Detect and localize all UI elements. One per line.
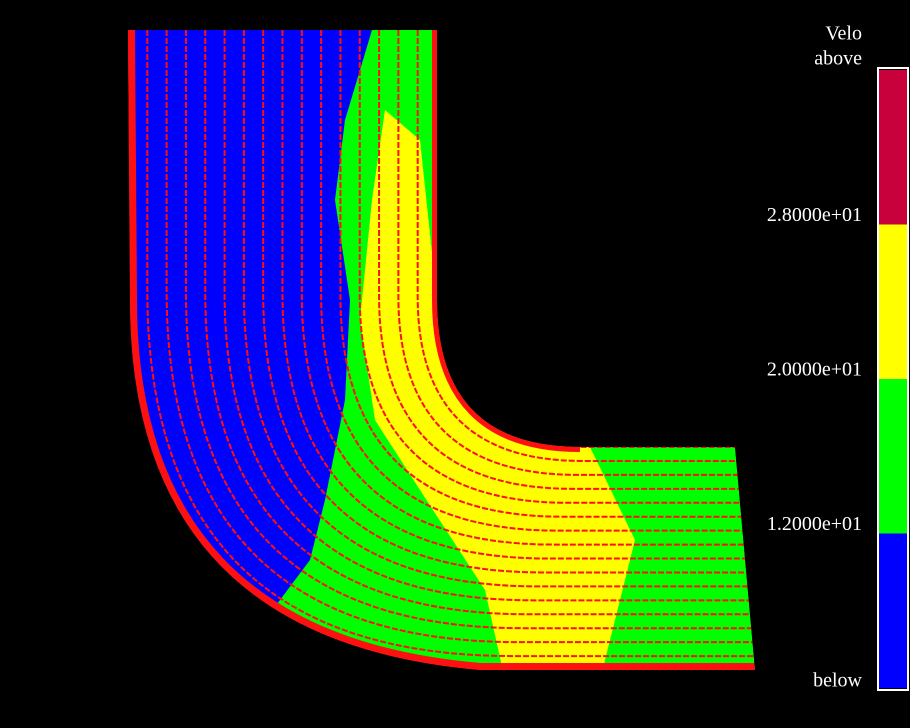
legend-label: 1.2000e+01	[767, 513, 862, 535]
legend-band	[879, 70, 907, 225]
legend-band	[879, 225, 907, 380]
page: Velo above 2.8000e+01 2.0000e+01 1.2000e+01…	[0, 0, 910, 728]
legend-band	[879, 379, 907, 534]
legend-title: Velo	[825, 23, 862, 45]
legend-label: 2.8000e+01	[767, 204, 862, 226]
legend-band	[879, 534, 907, 689]
legend-label: 2.0000e+01	[767, 359, 862, 381]
legend-label: below	[813, 670, 862, 692]
visualization: Velo above 2.8000e+01 2.0000e+01 1.2000e+01…	[0, 0, 910, 728]
legend-label: above	[814, 48, 862, 70]
